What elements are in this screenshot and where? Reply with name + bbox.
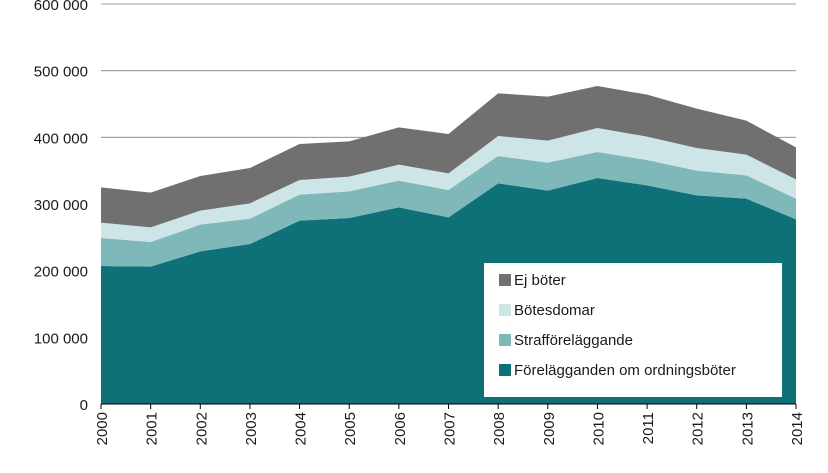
y-tick-label-5: 500 000 (34, 64, 88, 81)
legend-label-0: Ej böter (514, 272, 566, 289)
x-tick-label-14: 2014 (789, 412, 806, 445)
x-tick-label-7: 2007 (442, 412, 459, 445)
axes: 0 100 000 200 000 300 000 400 000 500 000 600 … (34, 0, 806, 445)
x-tick-label-3: 2003 (243, 412, 260, 445)
area-series-3 (101, 86, 796, 228)
x-tick-label-6: 2006 (392, 412, 409, 445)
y-tick-label-3: 300 000 (34, 197, 88, 214)
legend-swatch-0 (499, 274, 511, 286)
x-tick-label-9: 2009 (541, 412, 558, 445)
legend-swatch-3 (499, 364, 511, 376)
area-series-2 (101, 128, 796, 242)
x-tick-label-11: 2011 (640, 412, 657, 444)
area-series-1 (101, 152, 796, 267)
x-tick-label-8: 2008 (491, 412, 508, 445)
x-tick-label-0: 2000 (94, 412, 111, 445)
x-tick-label-13: 2013 (739, 412, 756, 445)
x-tick-label-5: 2005 (342, 412, 359, 445)
y-tick-label-6: 600 000 (34, 0, 88, 14)
y-tick-label-4: 400 000 (34, 130, 88, 147)
y-tick-label-1: 100 000 (34, 330, 88, 347)
legend-label-2: Strafföreläggande (514, 332, 633, 349)
legend-swatch-2 (499, 334, 511, 346)
x-tick-label-10: 2010 (590, 412, 607, 445)
x-tick-label-12: 2012 (690, 412, 707, 445)
legend-label-3: Förelägganden om ordningsböter (514, 362, 736, 379)
x-tick-label-4: 2004 (293, 412, 310, 445)
legend-swatch-1 (499, 304, 511, 316)
legend: Ej böter Bötesdomar Strafföreläggande Förel… (484, 263, 782, 397)
x-tick-label-1: 2001 (144, 412, 161, 445)
legend-label-1: Bötesdomar (514, 302, 595, 319)
y-tick-label-0: 0 (80, 397, 88, 414)
legend-box (484, 263, 782, 397)
y-tick-label-2: 200 000 (34, 264, 88, 281)
x-tick-label-2: 2002 (193, 412, 210, 445)
